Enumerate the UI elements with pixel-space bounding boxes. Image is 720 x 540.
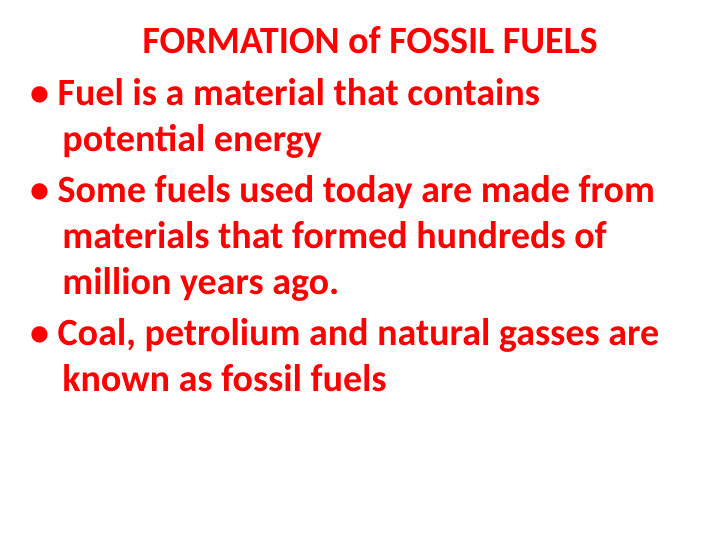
bullet-item: Fuel is a material that contains potenti…	[30, 70, 690, 163]
bullet-item: Coal, petrolium and natural gasses are k…	[30, 310, 690, 403]
slide-title: FORMATION of FOSSIL FUELS	[30, 18, 690, 64]
bullet-item: Some fuels used today are made from mate…	[30, 167, 690, 306]
bullet-list: Fuel is a material that contains potenti…	[30, 70, 690, 403]
